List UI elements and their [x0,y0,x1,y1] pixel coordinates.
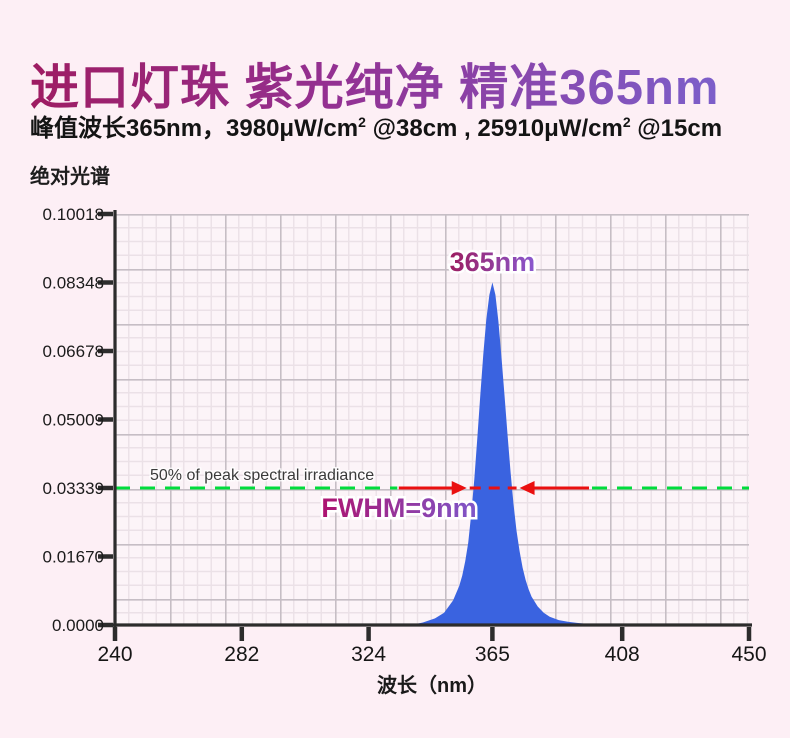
subtitle-part2: @38cm , 25910μW/cm [365,115,623,142]
y-tick-label: 0.03339 [43,479,104,498]
x-tick-label: 240 [97,643,132,666]
half-level-label: 50% of peak spectral irradiance [150,467,374,484]
plot-area [115,214,749,625]
chart-section-label: 绝对光谱 [30,160,110,189]
fwhm-arrowhead-left-pointing [519,481,535,496]
subtitle-specs: 峰值波长365nm，3980μW/cm2 @38cm , 25910μW/cm2… [30,108,722,143]
x-tick-label: 450 [731,643,766,666]
y-tick-marks [98,211,113,628]
subtitle-part1: 峰值波长365nm，3980μW/cm [30,115,359,142]
subtitle-sup1: 2 [358,114,366,130]
x-tick-marks [112,627,752,641]
x-tick-label: 408 [605,643,640,666]
x-tick-label: 324 [351,643,386,666]
axis-lines [107,210,752,633]
x-axis-title: 波长（nm） [377,674,487,697]
subtitle-part3: @15cm [630,115,723,142]
y-tick-label: 0.05009 [43,411,104,430]
y-tick-label: 0.10018 [43,205,104,224]
y-tick-label: 0.06678 [43,342,104,361]
fwhm-label: FWHM=9nm [321,493,476,523]
x-tick-label: 282 [224,643,259,666]
y-tick-label: 0.0000 [52,616,104,635]
spectrum-peak-area [410,282,595,625]
x-tick-label: 365 [475,643,510,666]
chart-section-label-text: 绝对光谱 [30,166,110,188]
subtitle-sup2: 2 [622,114,631,130]
fwhm-arrowhead-right-pointing [451,481,467,496]
peak-wavelength-label: 365nm [450,247,536,277]
y-tick-label: 0.08348 [43,274,104,293]
fwhm-arrows [398,481,589,496]
y-tick-label: 0.01670 [43,548,104,567]
